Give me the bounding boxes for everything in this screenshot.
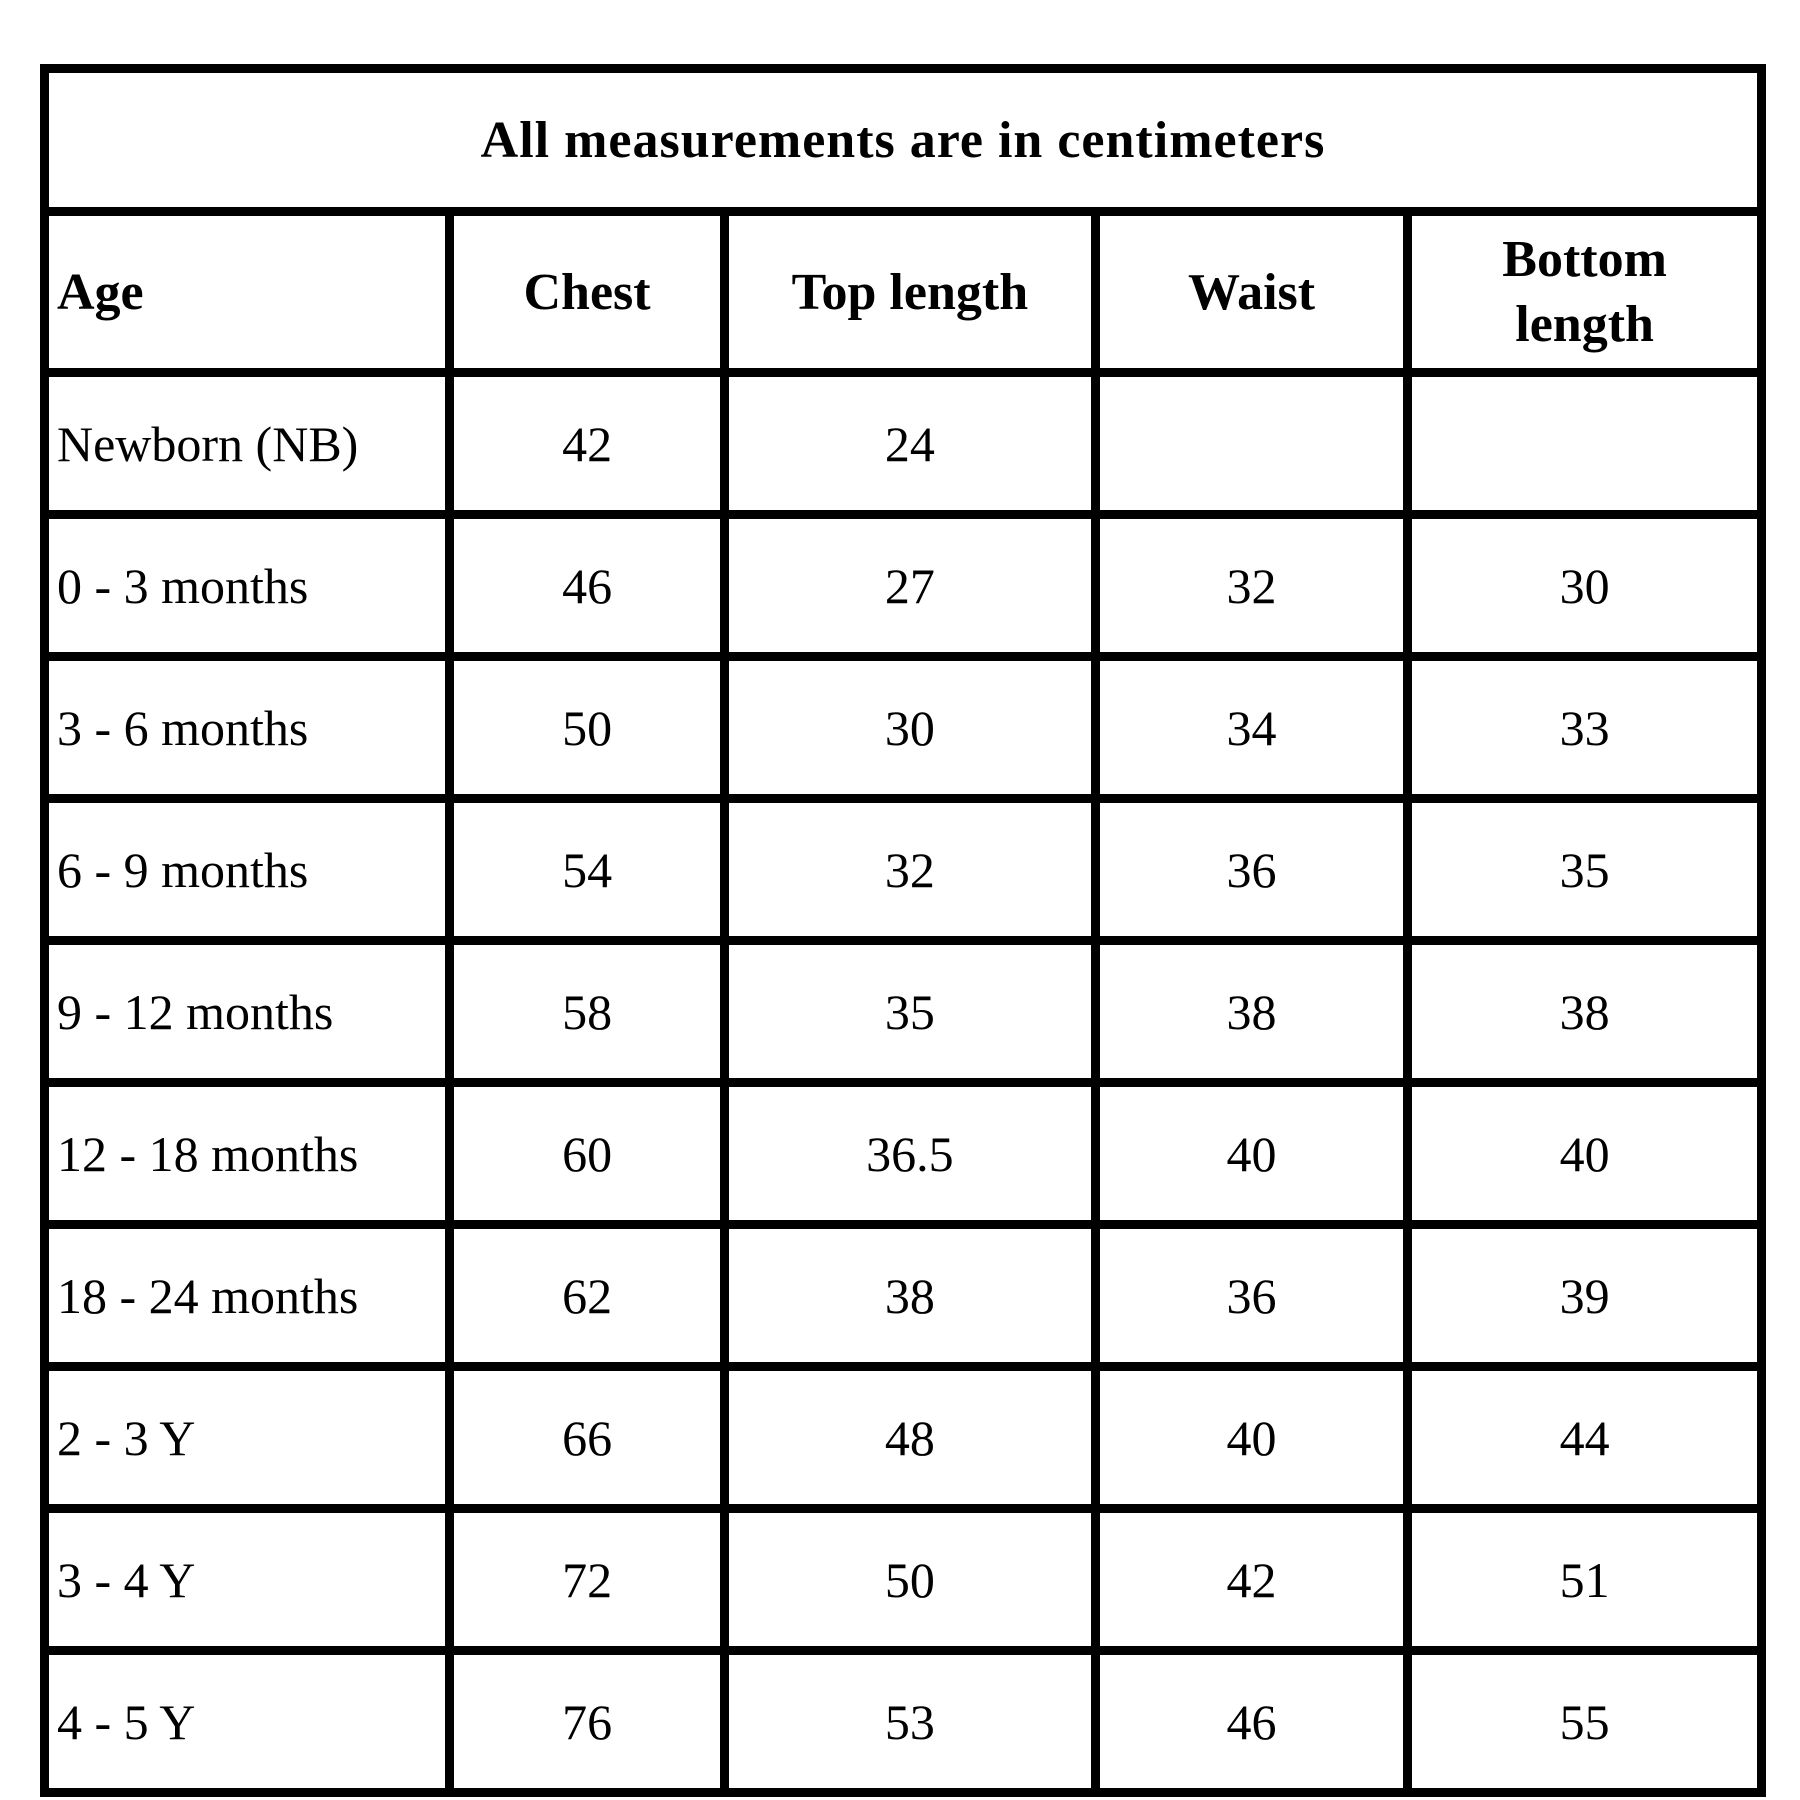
top-length-cell: 50 <box>719 1504 1100 1655</box>
age-cell: 9 - 12 months <box>39 936 455 1087</box>
age-cell: Newborn (NB) <box>39 368 455 519</box>
age-cell: 4 - 5 Y <box>39 1646 455 1797</box>
chest-cell: 46 <box>445 510 729 661</box>
table-row-3-6-months: 3 - 6 months 50 30 34 33 <box>39 652 1766 803</box>
waist-cell: 46 <box>1090 1646 1413 1797</box>
table-row-0-3-months: 0 - 3 months 46 27 32 30 <box>39 510 1766 661</box>
chest-cell: 42 <box>445 368 729 519</box>
chest-cell: 54 <box>445 794 729 945</box>
column-header-chest: Chest <box>445 207 729 377</box>
column-header-bottom-length-label: Bottom length <box>1502 231 1667 353</box>
top-length-cell: 27 <box>719 510 1100 661</box>
bottom-length-cell: 55 <box>1403 1646 1766 1797</box>
bottom-length-cell: 35 <box>1403 794 1766 945</box>
top-length-cell: 48 <box>719 1362 1100 1513</box>
bottom-length-cell: 40 <box>1403 1078 1766 1229</box>
size-chart-table: All measurements are in centimeters Age … <box>39 64 1766 1797</box>
bottom-length-cell: 39 <box>1403 1220 1766 1371</box>
waist-cell: 40 <box>1090 1362 1413 1513</box>
table-header-row: Age Chest Top length Waist Bottom length <box>39 207 1766 377</box>
table-row-18-24-months: 18 - 24 months 62 38 36 39 <box>39 1220 1766 1371</box>
table-title-row: All measurements are in centimeters <box>40 64 1766 216</box>
top-length-cell: 38 <box>719 1220 1100 1371</box>
table-row-4-5-y: 4 - 5 Y 76 53 46 55 <box>39 1646 1766 1797</box>
age-cell: 6 - 9 months <box>39 794 455 945</box>
bottom-length-cell: 44 <box>1403 1362 1766 1513</box>
bottom-length-cell: 33 <box>1403 652 1766 803</box>
age-cell: 0 - 3 months <box>39 510 455 661</box>
waist-cell: 32 <box>1090 510 1413 661</box>
table-row-12-18-months: 12 - 18 months 60 36.5 40 40 <box>39 1078 1766 1229</box>
column-header-bottom-length: Bottom length <box>1403 207 1766 377</box>
waist-cell: 42 <box>1090 1504 1413 1655</box>
chest-cell: 76 <box>445 1646 729 1797</box>
chest-cell: 62 <box>445 1220 729 1371</box>
top-length-cell: 36.5 <box>719 1078 1100 1229</box>
column-header-age: Age <box>39 207 455 377</box>
table-row-2-3-y: 2 - 3 Y 66 48 40 44 <box>39 1362 1766 1513</box>
chest-cell: 50 <box>445 652 729 803</box>
top-length-cell: 35 <box>719 936 1100 1087</box>
age-cell: 3 - 4 Y <box>39 1504 455 1655</box>
waist-cell <box>1090 368 1413 519</box>
chest-cell: 58 <box>445 936 729 1087</box>
bottom-length-cell: 30 <box>1403 510 1766 661</box>
bottom-length-cell: 51 <box>1403 1504 1766 1655</box>
table-row-6-9-months: 6 - 9 months 54 32 36 35 <box>39 794 1766 945</box>
top-length-cell: 30 <box>719 652 1100 803</box>
waist-cell: 36 <box>1090 1220 1413 1371</box>
chest-cell: 72 <box>445 1504 729 1655</box>
column-header-top-length: Top length <box>719 207 1100 377</box>
bottom-length-cell: 38 <box>1403 936 1766 1087</box>
column-header-waist: Waist <box>1090 207 1413 377</box>
waist-cell: 40 <box>1090 1078 1413 1229</box>
table-row-3-4-y: 3 - 4 Y 72 50 42 51 <box>39 1504 1766 1655</box>
waist-cell: 36 <box>1090 794 1413 945</box>
age-cell: 18 - 24 months <box>39 1220 455 1371</box>
top-length-cell: 32 <box>719 794 1100 945</box>
age-cell: 12 - 18 months <box>39 1078 455 1229</box>
chest-cell: 66 <box>445 1362 729 1513</box>
bottom-length-cell <box>1403 368 1766 519</box>
table-row-9-12-months: 9 - 12 months 58 35 38 38 <box>39 936 1766 1087</box>
table-row-newborn: Newborn (NB) 42 24 <box>39 368 1766 519</box>
waist-cell: 38 <box>1090 936 1413 1087</box>
waist-cell: 34 <box>1090 652 1413 803</box>
age-cell: 3 - 6 months <box>39 652 455 803</box>
top-length-cell: 53 <box>719 1646 1100 1797</box>
chest-cell: 60 <box>445 1078 729 1229</box>
age-cell: 2 - 3 Y <box>39 1362 455 1513</box>
top-length-cell: 24 <box>719 368 1100 519</box>
table-title: All measurements are in centimeters <box>40 64 1766 216</box>
